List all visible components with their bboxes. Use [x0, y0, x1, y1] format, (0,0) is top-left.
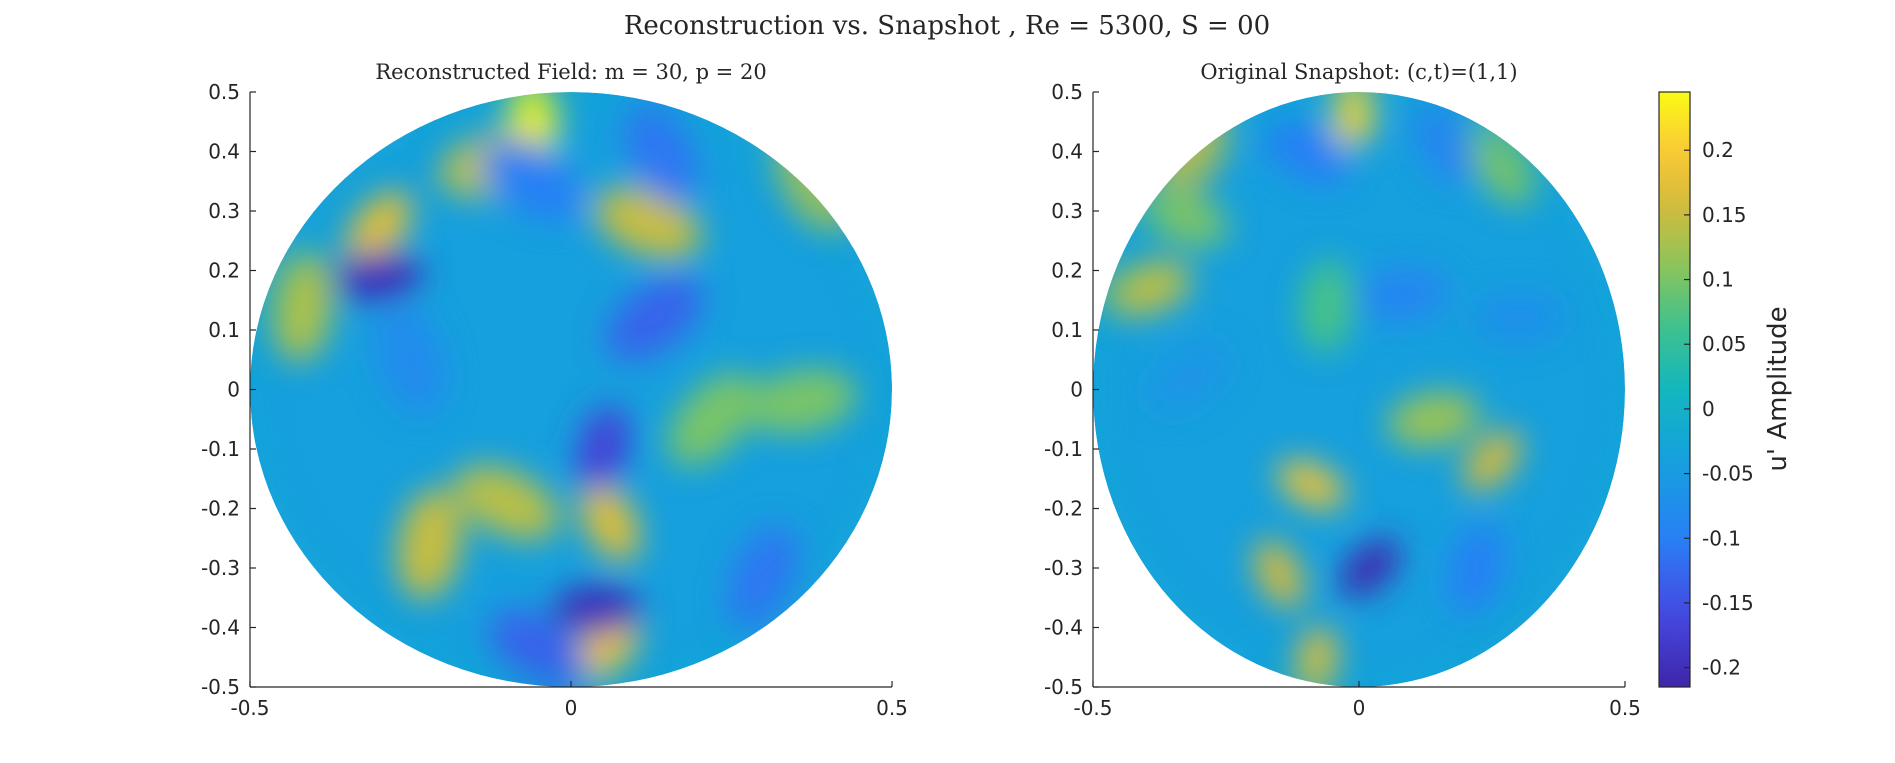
x-tick-label: 0.5	[876, 696, 908, 720]
y-tick-label: -0.3	[201, 556, 240, 580]
reconstructed-axes: 0.5 0.4 0.3 0.2 0.1 0 -0.1 -0.2 -0.3 -0.4 -0.5-0.5…	[201, 80, 908, 720]
field-feature	[1387, 392, 1480, 447]
field-feature	[667, 372, 757, 467]
field-feature	[1263, 118, 1348, 185]
colorbar-tick-label: -0.2	[1702, 656, 1741, 680]
y-tick-label: -0.5	[1044, 675, 1083, 699]
field-feature	[345, 190, 412, 268]
original-panel-title: Original Snapshot: (c,t)=(1,1)	[1200, 60, 1517, 84]
field-feature	[334, 251, 423, 302]
x-tick-label: 0.5	[1609, 696, 1641, 720]
colorbar-tick-label: 0.2	[1702, 138, 1734, 162]
field-feature	[579, 479, 640, 562]
colorbar-tick-label: 0.05	[1702, 332, 1747, 356]
field-feature	[606, 275, 703, 361]
field-feature	[376, 305, 445, 415]
y-tick-label: -0.2	[1044, 497, 1083, 521]
field-feature	[397, 488, 463, 600]
x-tick-label: 0	[565, 696, 578, 720]
colorbar-ticks: 0.2 0.15 0.1 0.05 0 -0.05 -0.1 -0.15 -0.2	[1684, 138, 1754, 680]
y-tick-label: 0.1	[1051, 318, 1083, 342]
field-feature	[594, 187, 702, 259]
field-feature	[1300, 259, 1354, 353]
field-feature	[552, 584, 641, 635]
y-tick-label: -0.1	[1044, 437, 1083, 461]
y-tick-label: 0.4	[1051, 140, 1083, 164]
colorbar-tick-label: -0.15	[1702, 591, 1754, 615]
y-tick-label: -0.5	[201, 675, 240, 699]
x-tick-label: 0	[1353, 696, 1366, 720]
y-tick-label: -0.2	[201, 497, 240, 521]
colorbar-tick-label: 0.15	[1702, 203, 1747, 227]
x-tick-label: -0.5	[230, 696, 269, 720]
y-tick-label: 0.2	[1051, 259, 1083, 283]
y-tick-label: -0.1	[201, 437, 240, 461]
original-snapshot-panel: Original Snapshot: (c,t)=(1,1) 0.5 0.4 0.3…	[1044, 60, 1641, 720]
field-feature	[454, 465, 560, 541]
field-feature	[746, 368, 858, 435]
y-tick-label: 0.3	[208, 199, 240, 223]
field-feature	[1355, 267, 1448, 321]
field-feature	[1100, 260, 1192, 317]
y-tick-label: -0.4	[1044, 616, 1083, 640]
field-feature	[489, 609, 588, 687]
colorbar-gradient	[1658, 91, 1691, 688]
original-snapshot-heatmap	[1093, 92, 1625, 687]
y-tick-label: -0.4	[201, 616, 240, 640]
reconstructed-panel-title: Reconstructed Field: m = 30, p = 20	[375, 60, 766, 84]
y-tick-label: 0.5	[1051, 80, 1083, 104]
y-tick-label: 0.4	[208, 140, 240, 164]
field-feature	[1148, 342, 1229, 413]
y-tick-label: 0	[227, 378, 240, 402]
colorbar-tick-label: -0.1	[1702, 526, 1741, 550]
y-tick-label: 0.5	[208, 80, 240, 104]
field-feature	[1254, 540, 1304, 608]
y-tick-label: 0.2	[208, 259, 240, 283]
y-tick-label: -0.3	[1044, 556, 1083, 580]
colorbar-tick-label: 0.1	[1702, 268, 1734, 292]
field-feature	[1448, 522, 1504, 614]
x-tick-label: -0.5	[1073, 696, 1112, 720]
colorbar-tick-label: -0.05	[1702, 462, 1754, 486]
field-feature	[624, 98, 697, 205]
field-feature	[1339, 538, 1400, 598]
field-feature	[1472, 292, 1566, 345]
y-tick-label: 0	[1070, 378, 1083, 402]
field-feature	[269, 250, 334, 363]
field-feature	[1463, 430, 1521, 492]
colorbar-tick-label: 0	[1702, 397, 1715, 421]
colorbar: 0.2 0.15 0.1 0.05 0 -0.05 -0.1 -0.15 -0.2 u' Amp…	[1658, 91, 1793, 688]
field-feature	[1333, 92, 1375, 147]
original-axes: 0.5 0.4 0.3 0.2 0.1 0 -0.1 -0.2 -0.3 -0.4 -0.5-0.5…	[1044, 80, 1641, 720]
field-feature	[1277, 460, 1346, 510]
y-tick-label: 0.3	[1051, 199, 1083, 223]
field-feature	[481, 141, 584, 221]
colorbar-label: u' Amplitude	[1763, 306, 1793, 471]
figure-title: Reconstruction vs. Snapshot , Re = 5300,…	[624, 11, 1270, 41]
y-tick-label: 0.1	[208, 318, 240, 342]
field-feature	[576, 405, 630, 493]
